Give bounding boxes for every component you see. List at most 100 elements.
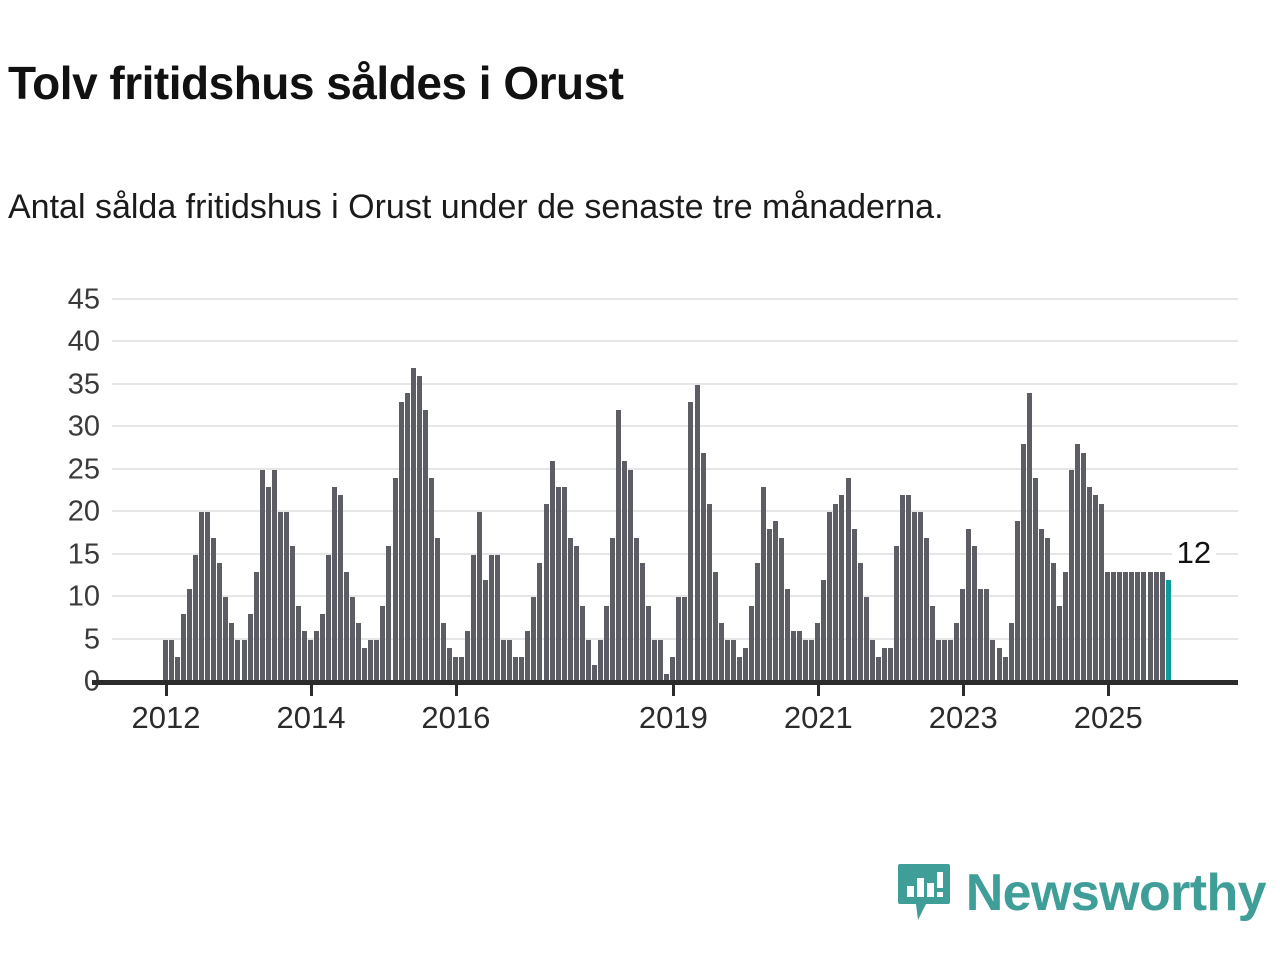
bar [881, 648, 887, 682]
bar [875, 656, 881, 682]
gridline [112, 595, 1238, 598]
y-axis-tick-label: 35 [67, 368, 100, 401]
bar [380, 605, 386, 682]
bar [295, 605, 301, 682]
bar [754, 563, 760, 682]
bar [760, 486, 766, 682]
bar [851, 529, 857, 682]
x-axis-tick [309, 682, 313, 696]
bar [603, 605, 609, 682]
bar [1147, 571, 1153, 682]
bar [283, 512, 289, 682]
page-subtitle: Antal sålda fritidshus i Orust under de … [8, 188, 944, 226]
bar [815, 622, 821, 682]
bar [930, 605, 936, 682]
bar [428, 478, 434, 682]
x-axis-tick-label: 2021 [783, 700, 853, 735]
bar [1111, 571, 1117, 682]
bar [948, 639, 954, 682]
bar [785, 588, 791, 682]
bar [277, 512, 283, 682]
bar [688, 401, 694, 682]
newsworthy-logo: Newsworthy [896, 862, 1267, 924]
bar [827, 512, 833, 682]
gridline [112, 425, 1238, 428]
bar [301, 631, 307, 682]
y-axis-labels: 0 5 10 15 20 25 30 35 40 45 [0, 285, 100, 696]
bar [791, 631, 797, 682]
bar [694, 384, 700, 682]
bar [803, 639, 809, 682]
bar [634, 537, 640, 682]
bar [1135, 571, 1141, 682]
bar [320, 614, 326, 682]
bar [1105, 571, 1111, 682]
bar [561, 486, 567, 682]
bar [676, 597, 682, 682]
bar [549, 461, 555, 682]
bar [332, 486, 338, 682]
gridline [112, 637, 1238, 640]
bar [362, 648, 368, 682]
bar [1087, 486, 1093, 682]
bar [869, 639, 875, 682]
bar [700, 452, 706, 682]
bar [422, 410, 428, 682]
bar [404, 393, 410, 682]
value-callout: 12 [1171, 535, 1217, 571]
x-axis-line [92, 680, 1238, 685]
gridline [112, 552, 1238, 555]
bar [440, 622, 446, 682]
bar [471, 554, 477, 682]
bar [845, 478, 851, 682]
brand-name: Newsworthy [965, 864, 1267, 922]
bar [911, 512, 917, 682]
x-axis-tick [817, 682, 821, 696]
bar [187, 588, 193, 682]
bar [465, 631, 470, 682]
bar [616, 410, 621, 682]
bar [652, 639, 658, 682]
bar-series: 12 [112, 300, 1238, 682]
bar [954, 622, 960, 682]
bar [640, 563, 646, 682]
bar [658, 639, 664, 682]
bar [235, 639, 241, 682]
y-axis-tick-label: 10 [67, 580, 100, 613]
bar [990, 639, 996, 682]
bar [905, 495, 911, 682]
bar [229, 622, 235, 682]
bar [1099, 503, 1105, 682]
bar [664, 673, 670, 682]
bar [960, 588, 966, 682]
bar [609, 537, 615, 682]
bar [682, 597, 688, 682]
y-axis-tick-label: 0 [0, 667, 100, 697]
bar [1002, 656, 1008, 682]
bar [821, 580, 827, 682]
bar [942, 639, 948, 682]
bar [519, 656, 525, 682]
bar [712, 571, 718, 682]
bar [271, 469, 277, 682]
bar-chart-speech-bubble-icon [896, 862, 952, 924]
bar [338, 495, 344, 682]
bar [797, 631, 803, 682]
bar [1020, 444, 1026, 682]
x-axis-tick [454, 682, 458, 696]
bar [833, 503, 839, 682]
bar [1093, 495, 1099, 682]
bar [996, 648, 1002, 682]
gridline [112, 382, 1238, 385]
y-axis-tick-label: 30 [67, 410, 100, 443]
bar [386, 546, 392, 682]
bar-chart: 051015202530354045 12 201220142016201920… [0, 282, 1280, 735]
bar [398, 401, 404, 682]
bar [193, 554, 199, 682]
x-axis-tick-label: 2014 [276, 700, 346, 735]
bar [1129, 571, 1135, 682]
bar [573, 546, 579, 682]
y-axis-tick-label: 40 [67, 325, 100, 358]
bar [537, 563, 543, 682]
